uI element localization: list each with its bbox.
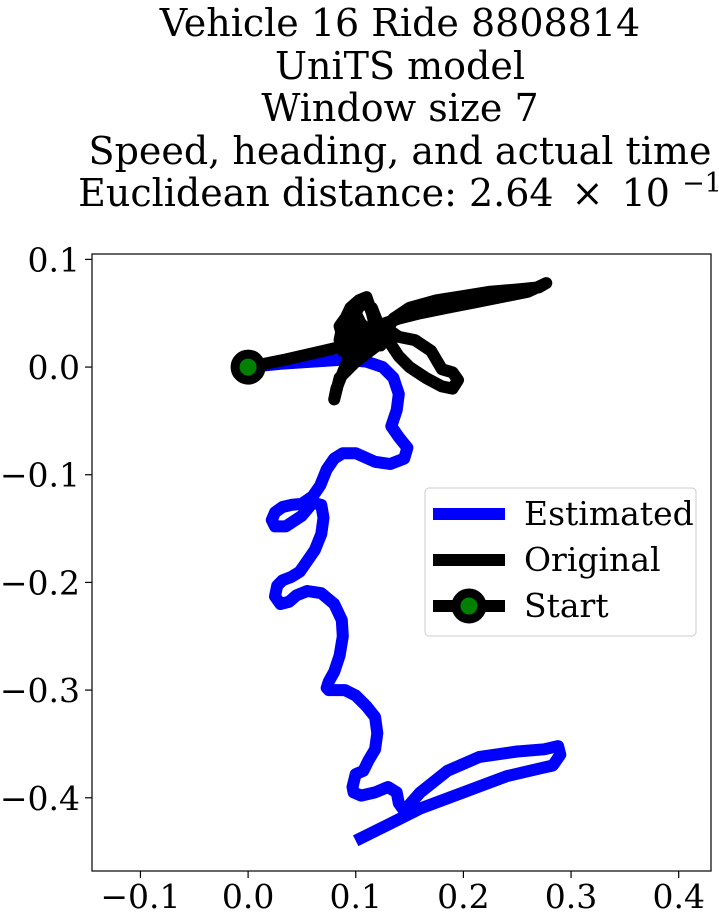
y-axis: 0.1 0.0 −0.1 −0.2 −0.3 −0.4	[0, 240, 92, 818]
title-line-4: Speed, heading, and actual time	[89, 129, 712, 173]
start-point-marker	[230, 349, 266, 385]
x-tick-label: 0.1	[330, 877, 382, 916]
title-distance-base: 10	[622, 171, 670, 215]
legend: Estimated Original Start	[424, 487, 697, 637]
x-tick-label: 0.2	[437, 877, 489, 916]
legend-original-label: Original	[524, 540, 661, 579]
legend-start-label: Start	[524, 586, 609, 625]
chart-title: Vehicle 16 Ride 8808814 UniTS model Wind…	[78, 1, 719, 215]
title-distance-prefix: Euclidean distance: 2.64	[78, 171, 553, 215]
series-line-original	[246, 277, 553, 406]
title-line-5: Euclidean distance: 2.64 × 10 −1	[78, 168, 719, 215]
x-tick-label: 0.0	[222, 877, 274, 916]
y-tick-label: −0.4	[0, 779, 80, 818]
y-tick-label: 0.0	[28, 348, 80, 387]
title-line-1: Vehicle 16 Ride 8808814	[159, 1, 640, 45]
plot-frame	[91, 253, 712, 872]
x-tick-label: −0.1	[100, 877, 180, 916]
y-tick-label: −0.3	[0, 671, 80, 710]
legend-start-marker	[451, 588, 487, 624]
title-line-3: Window size 7	[261, 86, 538, 130]
x-axis: −0.1 0.0 0.1 0.2 0.3 0.4	[100, 871, 705, 916]
title-distance-exp: −1	[682, 168, 719, 199]
legend-estimated-label: Estimated	[524, 494, 694, 533]
y-tick-label: −0.1	[0, 456, 80, 495]
x-tick-label: 0.4	[652, 877, 704, 916]
title-distance-times: ×	[572, 171, 604, 215]
series-line-estimated	[247, 353, 567, 847]
title-line-2: UniTS model	[275, 44, 525, 88]
legend-box	[424, 487, 697, 637]
y-tick-label: −0.2	[0, 563, 80, 602]
y-tick-label: 0.1	[28, 240, 80, 279]
plot-area: −0.1 0.0 0.1 0.2 0.3 0.4 0.1 0.0 −0.1 −0.2 −0.3 −0…	[0, 240, 712, 916]
series-layer	[230, 277, 567, 847]
x-tick-label: 0.3	[545, 877, 597, 916]
